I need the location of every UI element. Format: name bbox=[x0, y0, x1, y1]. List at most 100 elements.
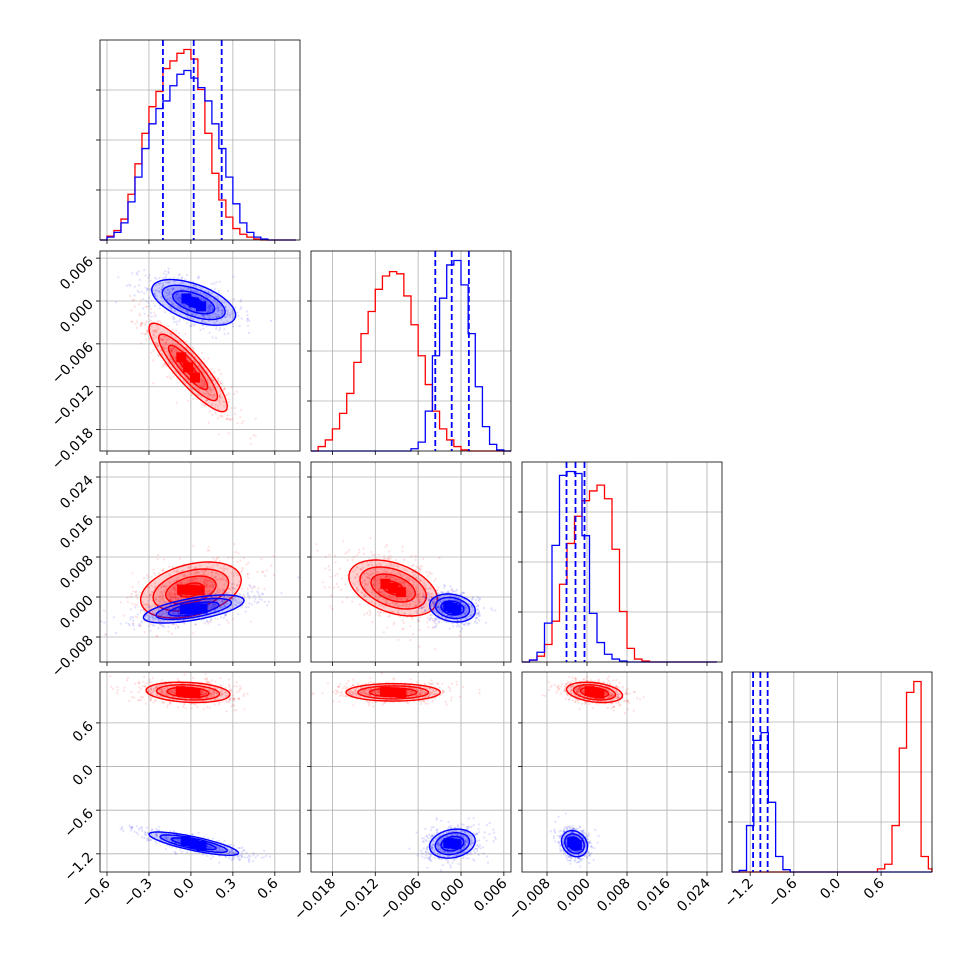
scatter-point bbox=[208, 410, 211, 413]
scatter-point bbox=[167, 361, 170, 364]
scatter-point bbox=[432, 619, 435, 622]
scatter-point bbox=[261, 570, 264, 573]
scatter-point bbox=[170, 332, 173, 335]
scatter-point bbox=[219, 390, 222, 393]
scatter-point bbox=[469, 615, 472, 618]
scatter-point bbox=[161, 338, 165, 341]
scatter-point bbox=[191, 323, 194, 326]
scatter-point bbox=[153, 612, 156, 615]
scatter-point bbox=[165, 343, 168, 346]
scatter-point bbox=[214, 592, 217, 595]
scatter-point bbox=[181, 282, 184, 285]
scatter-point bbox=[422, 610, 425, 614]
panel-frame bbox=[99, 461, 301, 663]
scatter-point bbox=[436, 617, 439, 620]
scatter-point bbox=[370, 573, 373, 576]
scatter-point bbox=[464, 606, 467, 610]
scatter-point bbox=[226, 567, 229, 570]
scatter-point bbox=[196, 398, 199, 401]
scatter-point bbox=[225, 710, 228, 713]
scatter-point bbox=[175, 401, 178, 404]
scatter-point bbox=[213, 394, 216, 397]
scatter-point bbox=[156, 333, 159, 336]
scatter-point bbox=[150, 584, 153, 587]
scatter-point bbox=[192, 577, 195, 580]
scatter-point bbox=[198, 564, 202, 568]
scatter-point bbox=[168, 281, 171, 284]
scatter-point bbox=[194, 623, 197, 626]
scatter-point bbox=[205, 369, 208, 372]
scatter-point bbox=[234, 412, 237, 416]
scatter-point bbox=[215, 386, 218, 389]
scatter-point bbox=[430, 596, 433, 599]
scatter-point bbox=[365, 575, 368, 579]
scatter-point bbox=[217, 573, 220, 576]
scatter-point bbox=[432, 605, 436, 608]
scatter-point bbox=[407, 578, 410, 581]
scatter-point bbox=[392, 569, 395, 572]
scatter-point bbox=[155, 685, 158, 688]
scatter-point bbox=[189, 288, 192, 292]
scatter-point bbox=[190, 578, 194, 581]
scatter-point bbox=[216, 302, 219, 305]
scatter-point bbox=[215, 320, 218, 323]
scatter-point bbox=[166, 288, 169, 291]
scatter-point bbox=[407, 584, 410, 587]
scatter-point bbox=[202, 571, 206, 575]
scatter-point bbox=[460, 593, 463, 596]
scatter-point bbox=[427, 618, 431, 621]
scatter-point bbox=[170, 306, 173, 309]
scatter-point bbox=[136, 593, 139, 597]
scatter-point bbox=[222, 309, 225, 312]
scatter-point bbox=[219, 578, 222, 581]
scatter-point bbox=[389, 557, 392, 560]
scatter-point bbox=[144, 333, 147, 336]
scatter-point bbox=[233, 603, 236, 606]
scatter-point bbox=[405, 569, 408, 572]
scatter-point bbox=[207, 316, 210, 319]
scatter-point bbox=[161, 700, 164, 703]
scatter-point bbox=[187, 287, 190, 290]
scatter-point bbox=[238, 602, 241, 605]
scatter-point bbox=[230, 386, 233, 389]
density-cell bbox=[185, 585, 196, 595]
scatter-point bbox=[238, 688, 241, 691]
scatter-point bbox=[234, 406, 237, 410]
scatter-point bbox=[201, 293, 204, 296]
scatter-point bbox=[224, 306, 227, 309]
scatter-point bbox=[198, 285, 201, 289]
scatter-point bbox=[414, 604, 418, 607]
scatter-point bbox=[231, 597, 234, 601]
scatter-point bbox=[196, 289, 199, 293]
scatter-point bbox=[249, 586, 253, 589]
scatter-point bbox=[360, 591, 363, 594]
scatter-point bbox=[418, 568, 421, 571]
scatter-point bbox=[220, 311, 223, 314]
scatter-point bbox=[219, 589, 222, 592]
scatter-point bbox=[152, 701, 155, 704]
scatter-point bbox=[248, 602, 251, 605]
scatter-point bbox=[216, 617, 220, 620]
scatter-point bbox=[366, 576, 369, 579]
scatter-point bbox=[217, 405, 220, 408]
scatter-point bbox=[169, 598, 172, 601]
scatter-point bbox=[163, 585, 166, 588]
scatter-point bbox=[157, 344, 160, 347]
scatter-point bbox=[236, 573, 239, 577]
scatter-point bbox=[141, 696, 144, 699]
scatter-point bbox=[191, 577, 195, 580]
scatter-point bbox=[179, 297, 182, 300]
scatter-point bbox=[215, 325, 218, 328]
scatter-point bbox=[163, 626, 166, 629]
scatter-point bbox=[200, 363, 203, 366]
scatter-point bbox=[216, 303, 219, 307]
scatter-point bbox=[211, 689, 214, 693]
scatter-point bbox=[190, 324, 193, 327]
scatter-point bbox=[398, 572, 401, 575]
scatter-point bbox=[227, 596, 230, 599]
scatter-point bbox=[136, 289, 139, 292]
scatter-point bbox=[227, 311, 230, 314]
scatter-point bbox=[147, 576, 150, 579]
scatter-point bbox=[180, 597, 183, 600]
scatter-point bbox=[162, 568, 165, 571]
